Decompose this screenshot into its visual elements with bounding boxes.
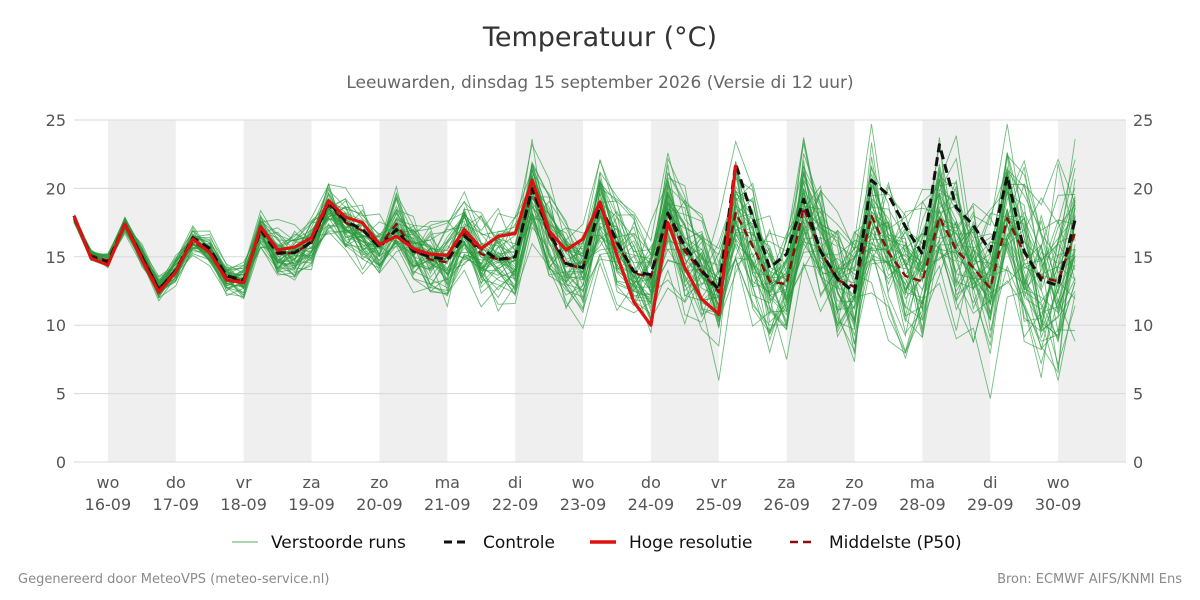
ensemble-member-line [73,171,1076,321]
y-axis-left: 0 5 10 15 20 25 [46,111,66,472]
x-tick-date: 23-09 [560,495,607,514]
ensemble-member-line [73,163,1076,339]
x-tick-date: 26-09 [763,495,810,514]
y-tick-label: 10 [46,316,66,335]
legend: Verstoorde runs Controle Hoge resolutie … [232,533,962,553]
x-tick-day: wo [572,473,595,492]
y-tick-label: 20 [46,179,66,198]
x-tick-date: 30-09 [1035,495,1082,514]
hires-series-line [72,164,738,327]
x-tick-day: vr [711,473,727,492]
x-tick-date: 25-09 [696,495,743,514]
chart-title: Temperatuur (°C) [482,22,718,53]
x-tick-day: wo [1047,473,1070,492]
x-tick-date: 19-09 [288,495,335,514]
x-tick-day: za [302,473,320,492]
ensemble-member-line [73,139,1076,315]
x-tick-day: di [508,473,523,492]
day-band [379,120,448,462]
y-tick-label: 5 [1133,385,1143,404]
x-tick-date: 27-09 [831,495,878,514]
x-tick-day: za [778,473,796,492]
x-tick-date: 21-09 [424,495,471,514]
y-tick-label: 25 [46,111,66,130]
ensemble-member-line [73,193,1076,334]
day-band [107,120,176,462]
median-series-line [72,188,1077,294]
ensemble-member-line [73,137,1076,321]
x-tick-date: 18-09 [220,495,267,514]
ensemble-member-line [73,168,1076,303]
x-axis: wo 16-09 do 17-09 vr 18-09 za 19-09 zo 20-09 ma 21-… [85,473,1082,514]
y-tick-label: 0 [1133,453,1143,472]
ensemble-member-line [73,177,1076,313]
y-tick-label: 20 [1133,179,1153,198]
y-tick-label: 15 [1133,248,1153,267]
x-tick-date: 20-09 [356,495,403,514]
x-tick-date: 17-09 [153,495,200,514]
footer-source: Bron: ECMWF AIFS/KNMI Ens [997,572,1182,587]
ensemble-member-line [73,178,1076,399]
x-tick-date: 28-09 [899,495,946,514]
x-tick-day: vr [236,473,252,492]
x-tick-date: 22-09 [492,495,539,514]
ensemble-member-line [73,152,1076,381]
y-tick-label: 0 [56,453,66,472]
x-tick-day: do [641,473,661,492]
ensemble-member-line [73,174,1076,332]
legend-control-label: Controle [483,533,555,553]
y-tick-label: 15 [46,248,66,267]
footer-generator: Gegenereerd door MeteoVPS (meteo-service… [18,572,330,587]
x-tick-day: zo [845,473,863,492]
legend-median-label: Middelste (P50) [829,533,962,553]
legend-ensemble-label: Verstoorde runs [271,533,406,553]
y-tick-label: 10 [1133,316,1153,335]
ensemble-member-line [73,139,1076,324]
y-tick-label: 25 [1133,111,1153,130]
main-lines [72,143,1077,327]
ensemble-member-line [73,124,1076,331]
ensemble-member-line [73,153,1076,330]
y-axis-right: 0 5 10 15 20 25 [1133,111,1153,472]
x-tick-day: zo [370,473,388,492]
legend-hires-label: Hoge resolutie [629,533,753,553]
x-tick-date: 24-09 [628,495,675,514]
x-tick-day: ma [435,473,460,492]
x-tick-date: 16-09 [85,495,132,514]
x-tick-day: ma [910,473,935,492]
ensemble-member-line [73,179,1076,338]
x-tick-date: 29-09 [967,495,1014,514]
chart-subtitle: Leeuwarden, dinsdag 15 september 2026 (V… [346,73,854,93]
x-tick-day: di [983,473,998,492]
x-tick-day: wo [96,473,119,492]
x-tick-day: do [166,473,186,492]
y-tick-label: 5 [56,385,66,404]
day-band [243,120,312,462]
